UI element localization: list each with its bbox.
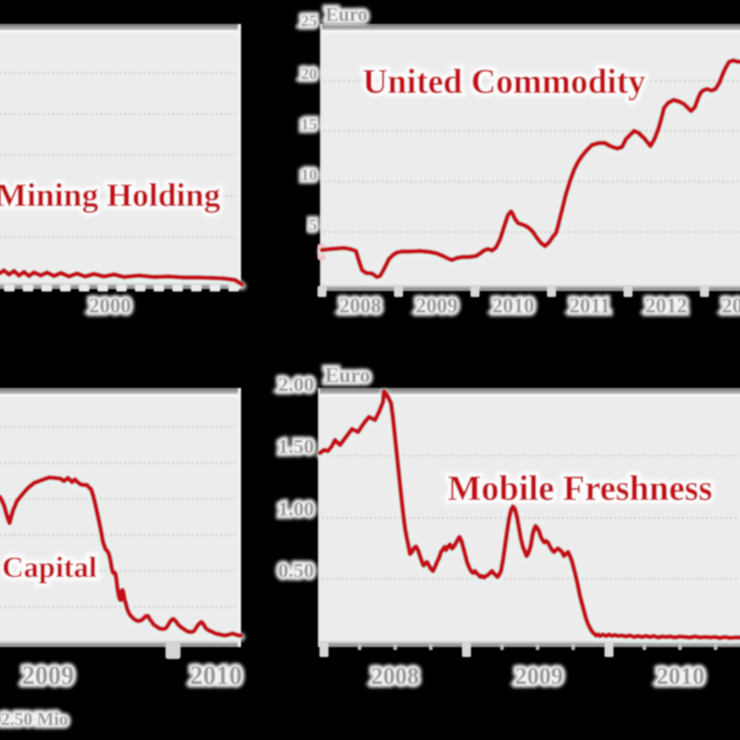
svg-text:2000: 2000 (89, 294, 131, 318)
svg-text:2011: 2011 (569, 294, 610, 318)
svg-text:2009: 2009 (416, 294, 458, 318)
svg-text:10: 10 (301, 167, 317, 184)
svg-text:2009: 2009 (22, 661, 74, 690)
svg-text:2.50 Mio: 2.50 Mio (1, 709, 68, 729)
svg-text:Mining Holding: Mining Holding (0, 178, 221, 214)
svg-text:2008: 2008 (371, 664, 419, 690)
svg-text:2010: 2010 (190, 661, 242, 690)
svg-text:0.50: 0.50 (278, 560, 314, 582)
svg-text:2010: 2010 (657, 664, 705, 690)
svg-text:2010: 2010 (190, 661, 242, 690)
svg-text:0.50: 0.50 (278, 560, 314, 582)
svg-text:Capital: Capital (2, 551, 97, 584)
svg-text:Mobile Freshness: Mobile Freshness (448, 468, 713, 508)
svg-text:Capital: Capital (2, 551, 97, 584)
svg-text:10: 10 (301, 167, 317, 184)
svg-text:20: 20 (301, 66, 317, 83)
svg-text:5: 5 (309, 217, 317, 234)
svg-text:2.00: 2.00 (278, 374, 314, 396)
svg-text:2009: 2009 (22, 661, 74, 690)
svg-text:25: 25 (301, 13, 317, 30)
svg-text:2008: 2008 (339, 294, 381, 318)
svg-text:Mining Holding: Mining Holding (0, 178, 221, 214)
svg-text:United Commodity: United Commodity (363, 63, 646, 101)
svg-text:2010: 2010 (492, 294, 534, 318)
svg-text:5: 5 (309, 217, 317, 234)
svg-text:Euro: Euro (325, 363, 370, 387)
svg-text:2.00: 2.00 (278, 374, 314, 396)
svg-text:2008: 2008 (371, 664, 419, 690)
svg-text:2009: 2009 (515, 664, 563, 690)
svg-text:Euro: Euro (326, 5, 368, 26)
svg-text:2010: 2010 (492, 294, 534, 318)
svg-text:2010: 2010 (657, 664, 705, 690)
svg-text:Euro: Euro (325, 363, 370, 387)
svg-text:1.50: 1.50 (278, 436, 314, 458)
svg-text:2008: 2008 (339, 294, 381, 318)
svg-text:2011: 2011 (569, 294, 610, 318)
svg-text:Mobile Freshness: Mobile Freshness (448, 468, 713, 508)
svg-text:2013: 2013 (722, 294, 740, 318)
svg-text:2012: 2012 (645, 294, 687, 318)
svg-text:1.00: 1.00 (278, 499, 314, 521)
svg-text:2009: 2009 (515, 664, 563, 690)
svg-text:15: 15 (301, 117, 317, 134)
svg-text:20: 20 (301, 66, 317, 83)
svg-text:1.00: 1.00 (278, 499, 314, 521)
svg-text:2012: 2012 (645, 294, 687, 318)
svg-text:United Commodity: United Commodity (363, 63, 646, 101)
svg-text:2013: 2013 (722, 294, 740, 318)
svg-text:2009: 2009 (416, 294, 458, 318)
svg-text:1.50: 1.50 (278, 436, 314, 458)
svg-text:2000: 2000 (89, 294, 131, 318)
svg-text:2.50 Mio: 2.50 Mio (1, 709, 68, 729)
svg-text:25: 25 (301, 13, 317, 30)
svg-text:15: 15 (301, 117, 317, 134)
svg-text:Euro: Euro (326, 5, 368, 26)
